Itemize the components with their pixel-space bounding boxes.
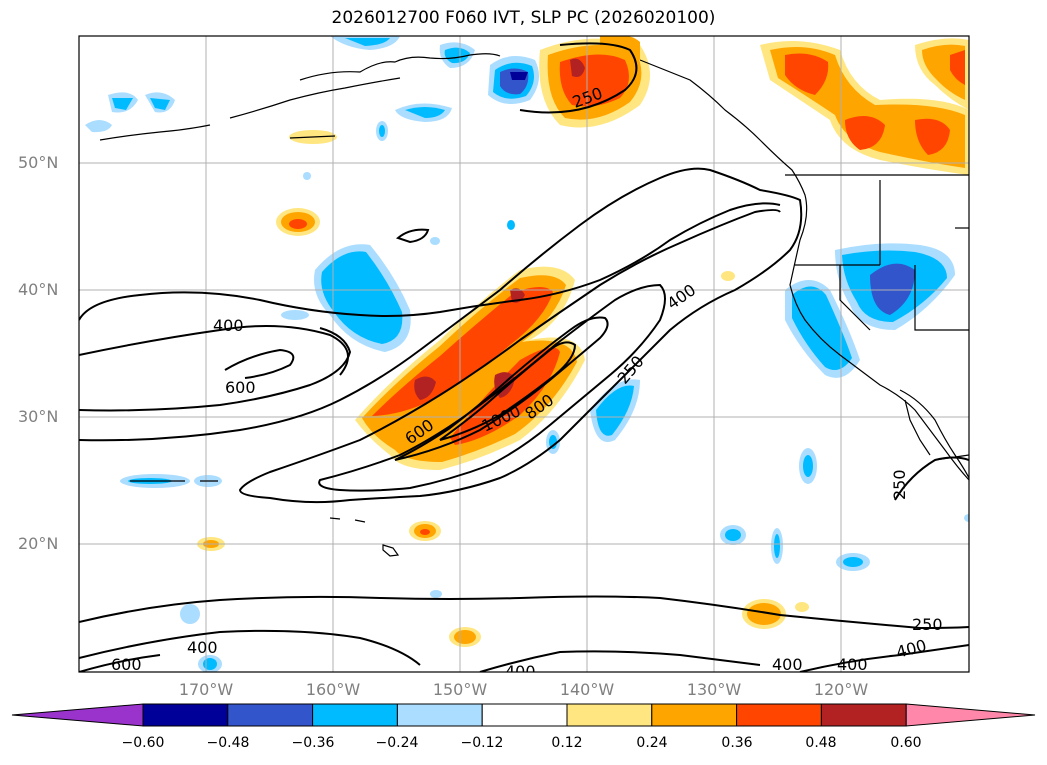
colorbar-tick: 0.24 xyxy=(636,735,668,751)
contour-label: 400 xyxy=(837,655,868,674)
colorbar-bin xyxy=(142,703,229,727)
anomaly-atmospheric-river xyxy=(355,266,585,470)
colorbar xyxy=(11,703,1036,727)
colorbar-bin xyxy=(651,703,738,727)
lat-label-40n: 40°N xyxy=(18,280,59,299)
contour-label: 400 xyxy=(505,662,536,681)
lon-label-170w: 170°W xyxy=(178,680,234,699)
lat-label-20n: 20°N xyxy=(18,534,59,553)
colorbar-tick: 0.60 xyxy=(890,735,922,751)
slp-contours xyxy=(79,42,969,672)
contour-250-north xyxy=(519,42,638,114)
contour-ar-800 xyxy=(394,316,609,461)
contour-east-250 xyxy=(894,456,969,501)
anomaly-gulf-negative xyxy=(330,36,539,104)
colorbar-bin xyxy=(481,703,568,727)
contour-southern-3 xyxy=(79,654,161,672)
lat-label-50n: 50°N xyxy=(18,153,59,172)
graticule xyxy=(79,36,969,672)
contour-label: 400 xyxy=(213,316,244,335)
colorbar-tick: −0.36 xyxy=(291,735,335,751)
contour-600-west xyxy=(224,348,295,379)
lat-label-30n: 30°N xyxy=(18,407,59,426)
contour-label: 400 xyxy=(772,655,803,674)
contour-400-inner xyxy=(79,325,349,376)
colorbar-tick: −0.24 xyxy=(375,735,419,751)
anomaly-gulf-alaska xyxy=(539,36,650,128)
contour-400-outer-west xyxy=(79,202,781,321)
contour-label: 250 xyxy=(890,469,909,500)
lon-label-130w: 130°W xyxy=(686,680,742,699)
contour-ar-outer xyxy=(79,167,803,504)
lon-label-140w: 140°W xyxy=(559,680,615,699)
anomaly-negative-patches xyxy=(85,92,969,672)
contour-label: 600 xyxy=(111,655,142,674)
lon-label-120w: 120°W xyxy=(813,680,869,699)
contour-southern-5 xyxy=(799,644,969,672)
anomaly-canada-positive xyxy=(760,38,969,175)
colorbar-tick: 0.36 xyxy=(721,735,753,751)
lon-label-160w: 160°W xyxy=(305,680,361,699)
colorbar-extend-max xyxy=(905,703,1036,727)
contour-west-closed xyxy=(79,327,352,412)
colorbar-bin xyxy=(736,703,822,727)
colorbar-tick: −0.12 xyxy=(460,735,504,751)
contour-label: 600 xyxy=(225,378,256,397)
contour-label: 400 xyxy=(187,638,218,657)
contour-southern-4 xyxy=(479,650,761,672)
colorbar-tick: −0.48 xyxy=(206,735,250,751)
contour-small-1 xyxy=(395,228,430,244)
colorbar-bin xyxy=(396,703,483,727)
map-frame xyxy=(78,35,970,673)
contour-southern-1 xyxy=(79,595,969,630)
colorbar-tick: 0.48 xyxy=(805,735,837,751)
contour-ar-1000 xyxy=(439,341,577,441)
lon-label-150w: 150°W xyxy=(432,680,488,699)
colorbar-tick: −0.60 xyxy=(121,735,165,751)
colorbar-bin xyxy=(312,703,398,727)
map-title: 2026012700 F060 IVT, SLP PC (2026020100) xyxy=(331,8,716,28)
colorbar-tick: 0.12 xyxy=(551,735,583,751)
colorbar-bin xyxy=(566,703,653,727)
contour-southern-2 xyxy=(79,629,421,666)
coastlines xyxy=(99,53,969,557)
colorbar-bin xyxy=(820,703,907,727)
colorbar-extend-min xyxy=(11,703,144,727)
colorbar-bin xyxy=(227,703,314,727)
contour-label: 250 xyxy=(912,615,943,634)
